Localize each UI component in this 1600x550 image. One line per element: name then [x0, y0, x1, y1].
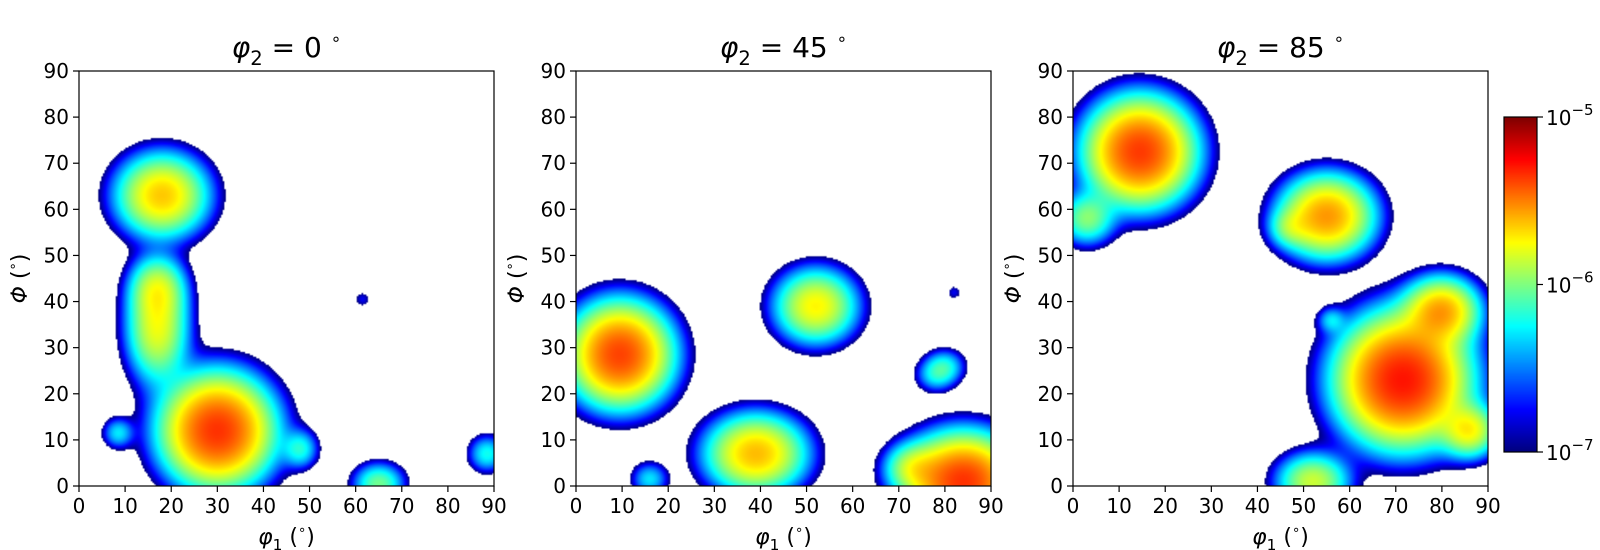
x-tick-label: 90 — [978, 494, 1003, 518]
y-tick-label: 10 — [1038, 428, 1063, 452]
y-tick-label: 50 — [541, 243, 566, 267]
x-tick-label: 80 — [435, 494, 460, 518]
x-tick-label: 40 — [1245, 494, 1270, 518]
intensity-map — [1073, 71, 1488, 486]
y-tick-label: 40 — [541, 290, 566, 314]
y-tick-label: 50 — [44, 243, 69, 267]
x-tick-label: 40 — [251, 494, 276, 518]
x-tick-label: 60 — [1337, 494, 1362, 518]
y-tick-label: 30 — [1038, 336, 1063, 360]
y-tick-label: 0 — [56, 474, 69, 498]
x-axis-label: φ1 (∘) — [258, 523, 315, 550]
colorbar-tick-label: 10−5 — [1546, 101, 1594, 130]
colorbar-tick-label: 10−6 — [1546, 269, 1594, 298]
x-tick-label: 20 — [158, 494, 183, 518]
x-axis-label: φ1 (∘) — [755, 523, 812, 550]
panel-title: φ2 = 45 ∘ — [720, 28, 847, 69]
y-tick-label: 80 — [541, 105, 566, 129]
x-tick-label: 70 — [886, 494, 911, 518]
x-tick-label: 30 — [1199, 494, 1224, 518]
y-tick-label: 90 — [541, 59, 566, 83]
x-axis-label: φ1 (∘) — [1252, 523, 1309, 550]
y-tick-label: 20 — [1038, 382, 1063, 406]
axes-3: 0 10 20 30 40 50 60 70 80 90 0 10 20 30 40 50 60 70 80 90 φ2… — [1000, 28, 1501, 550]
y-tick-label: 40 — [1038, 290, 1063, 314]
y-tick-label: 10 — [44, 428, 69, 452]
y-tick-label: 60 — [1038, 197, 1063, 221]
y-tick-label: 30 — [541, 336, 566, 360]
y-axis-label: Φ (∘) — [6, 254, 33, 304]
y-tick-label: 10 — [541, 428, 566, 452]
y-tick-label: 20 — [44, 382, 69, 406]
x-tick-label: 0 — [73, 494, 86, 518]
x-tick-label: 70 — [389, 494, 414, 518]
y-tick-label: 70 — [1038, 151, 1063, 175]
intensity-map — [79, 71, 494, 486]
x-tick-label: 30 — [205, 494, 230, 518]
colorbar-tick-label: 10−7 — [1546, 436, 1594, 465]
y-tick-label: 0 — [553, 474, 566, 498]
axes-frame — [1072, 70, 1489, 487]
x-tick-label: 70 — [1383, 494, 1408, 518]
x-tick-label: 10 — [1106, 494, 1131, 518]
intensity-map — [576, 71, 991, 486]
axes-frame — [78, 70, 495, 487]
y-axis-label: Φ (∘) — [503, 254, 530, 304]
x-tick-label: 90 — [1475, 494, 1500, 518]
y-tick-label: 60 — [44, 197, 69, 221]
x-tick-label: 80 — [1429, 494, 1454, 518]
x-tick-label: 10 — [609, 494, 634, 518]
odf-panel-1 — [79, 71, 494, 486]
x-tick-label: 90 — [481, 494, 506, 518]
x-tick-label: 60 — [343, 494, 368, 518]
y-tick-label: 90 — [1038, 59, 1063, 83]
y-tick-label: 0 — [1050, 474, 1063, 498]
colorbar-gradient — [1504, 117, 1537, 452]
y-tick-label: 40 — [44, 290, 69, 314]
y-tick-label: 20 — [541, 382, 566, 406]
y-tick-label: 70 — [44, 151, 69, 175]
y-axis-label: Φ (∘) — [1000, 254, 1027, 304]
y-tick-label: 30 — [44, 336, 69, 360]
panel-title: φ2 = 85 ∘ — [1217, 28, 1344, 69]
colorbar: 10−5 10−6 10−7 — [1503, 101, 1594, 465]
x-tick-label: 50 — [1291, 494, 1316, 518]
y-tick-label: 70 — [541, 151, 566, 175]
x-tick-label: 20 — [655, 494, 680, 518]
x-tick-label: 30 — [702, 494, 727, 518]
y-tick-label: 60 — [541, 197, 566, 221]
axes-2: 0 10 20 30 40 50 60 70 80 90 0 10 20 30 40 50 60 70 80 90 φ2… — [503, 28, 1004, 550]
odf-panel-3 — [1073, 71, 1488, 486]
x-tick-label: 50 — [794, 494, 819, 518]
x-tick-label: 50 — [297, 494, 322, 518]
y-tick-label: 90 — [44, 59, 69, 83]
x-tick-label: 0 — [570, 494, 583, 518]
x-tick-label: 80 — [932, 494, 957, 518]
x-tick-label: 20 — [1152, 494, 1177, 518]
y-tick-label: 80 — [1038, 105, 1063, 129]
x-tick-label: 0 — [1067, 494, 1080, 518]
x-tick-label: 40 — [748, 494, 773, 518]
axes-1: 0 10 20 30 40 50 60 70 80 90 0 10 20 30 40 50 60 70 80 90 φ2… — [6, 28, 507, 550]
odf-panel-2 — [576, 71, 991, 486]
x-tick-label: 10 — [112, 494, 137, 518]
x-tick-label: 60 — [840, 494, 865, 518]
axes-frame — [575, 70, 992, 487]
y-tick-label: 50 — [1038, 243, 1063, 267]
y-tick-label: 80 — [44, 105, 69, 129]
panel-title: φ2 = 0 ∘ — [232, 28, 341, 69]
